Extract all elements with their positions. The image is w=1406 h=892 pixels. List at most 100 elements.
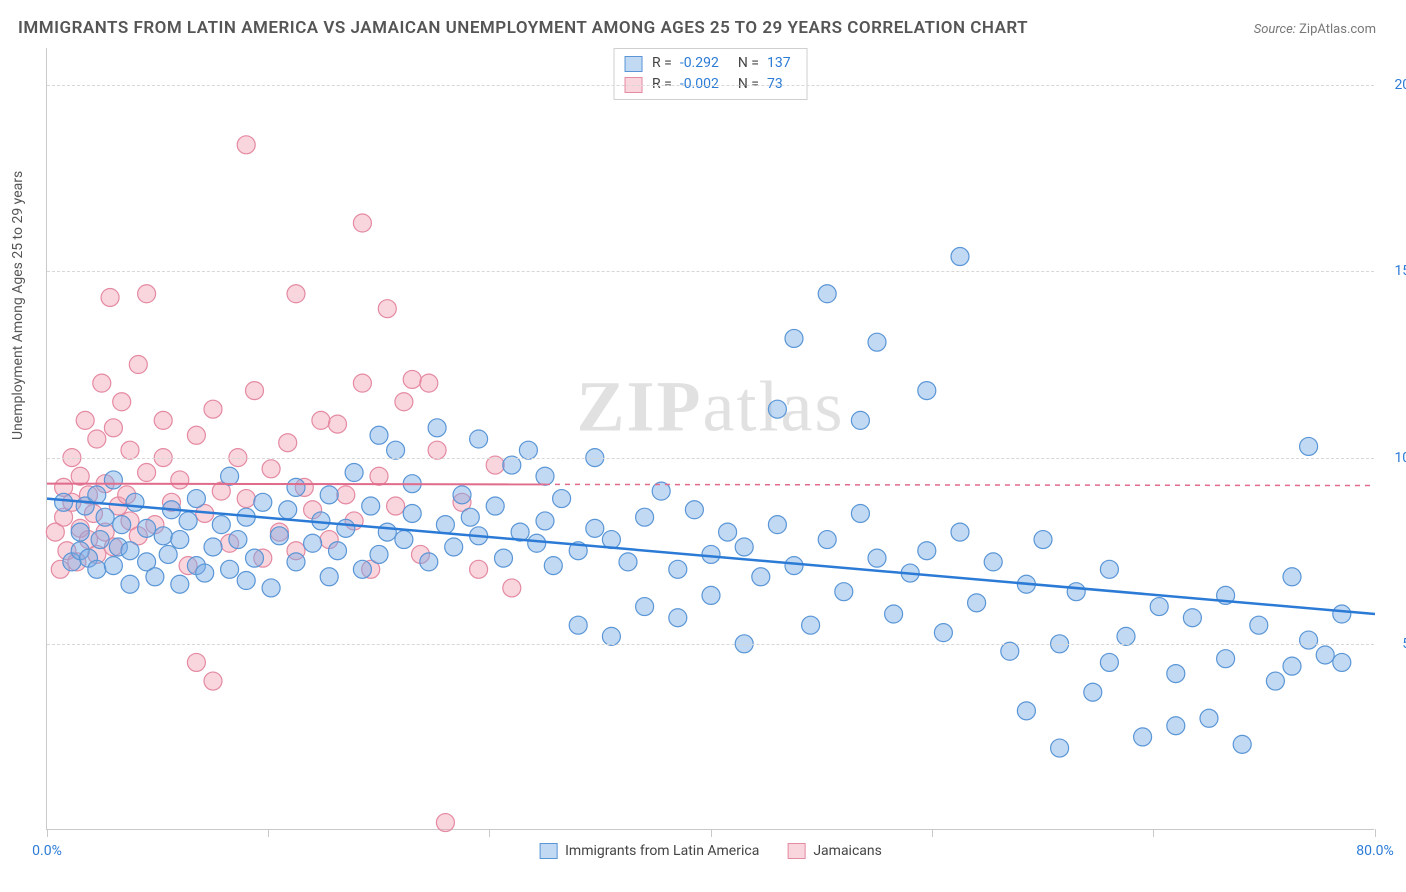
data-point [154,411,172,429]
data-point [528,534,546,552]
data-point [387,497,405,515]
data-point [702,545,720,563]
data-point [378,523,396,541]
data-point [1250,616,1268,634]
data-point [287,553,305,571]
data-point [329,542,347,560]
data-point [353,374,371,392]
y-tick-label: 5.0% [1402,636,1406,652]
data-point [669,560,687,578]
data-point [461,508,479,526]
data-point [171,575,189,593]
chart-title: IMMIGRANTS FROM LATIN AMERICA VS JAMAICA… [18,18,1028,38]
data-point [818,531,836,549]
data-point [370,467,388,485]
data-point [88,430,106,448]
data-point [470,560,488,578]
data-point [221,560,239,578]
data-point [752,568,770,586]
data-point [785,557,803,575]
data-point [470,430,488,448]
data-point [1167,717,1185,735]
data-point [387,441,405,459]
data-point [486,456,504,474]
legend-series: Immigrants from Latin AmericaJamaicans [539,843,882,859]
data-point [1316,646,1334,664]
data-point [1117,627,1135,645]
data-point [851,411,869,429]
data-point [1034,531,1052,549]
data-point [436,814,454,832]
data-point [246,549,264,567]
x-tick-label: 0.0% [32,843,62,859]
data-point [934,624,952,642]
data-point [71,467,89,485]
data-point [984,553,1002,571]
data-point [113,393,131,411]
data-point [370,545,388,563]
data-point [1017,702,1035,720]
data-point [436,516,454,534]
scatter-svg [47,48,1374,829]
legend-r-value: -0.292 [680,53,728,74]
data-point [1283,568,1301,586]
data-point [420,374,438,392]
data-point [1300,437,1318,455]
legend-swatch [624,56,642,72]
y-tick-label: 20.0% [1394,77,1406,93]
data-point [802,616,820,634]
data-point [719,523,737,541]
y-tick-label: 15.0% [1394,263,1406,279]
data-point [237,136,255,154]
data-point [320,486,338,504]
x-tick [489,829,490,837]
data-point [262,579,280,597]
legend-n-label: N = [738,53,759,74]
data-point [918,542,936,560]
data-point [345,464,363,482]
data-point [818,285,836,303]
data-point [96,508,114,526]
trend-line-dashed [545,484,1375,485]
data-point [486,497,504,515]
data-point [420,553,438,571]
data-point [246,382,264,400]
legend-swatch [787,843,805,859]
data-point [187,490,205,508]
source-attribution: Source: ZipAtlas.com [1254,22,1376,37]
data-point [154,527,172,545]
legend-series-label: Immigrants from Latin America [565,843,759,859]
data-point [868,549,886,567]
data-point [1266,672,1284,690]
data-point [1051,739,1069,757]
data-point [320,568,338,586]
data-point [636,598,654,616]
data-point [113,516,131,534]
gridline-h [47,458,1374,459]
legend-swatch [539,843,557,859]
data-point [138,464,156,482]
data-point [104,557,122,575]
data-point [187,653,205,671]
data-point [1183,609,1201,627]
data-point [171,531,189,549]
legend-stats: R =-0.292N =137R =-0.002N =73 [613,48,808,100]
data-point [204,672,222,690]
data-point [519,441,537,459]
data-point [918,382,936,400]
data-point [403,504,421,522]
trend-line [47,484,545,485]
data-point [121,575,139,593]
data-point [445,538,463,556]
source-label: Source: [1254,22,1296,37]
data-point [337,486,355,504]
data-point [55,493,73,511]
data-point [337,519,355,537]
data-point [270,527,288,545]
gridline-h [47,644,1374,645]
data-point [104,419,122,437]
data-point [101,288,119,306]
data-point [428,441,446,459]
data-point [1300,631,1318,649]
data-point [395,393,413,411]
